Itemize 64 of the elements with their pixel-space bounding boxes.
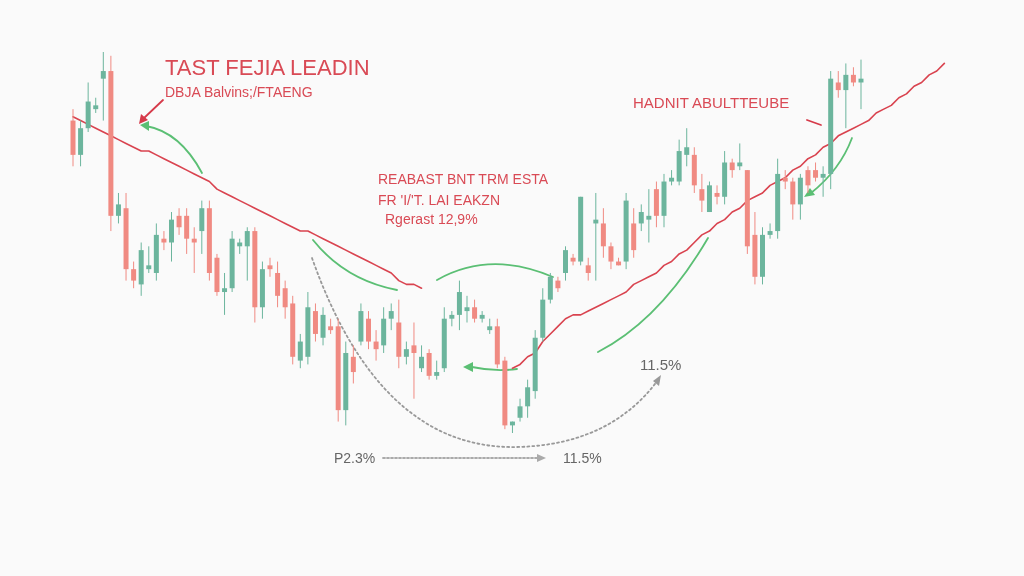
candlestick [131, 261, 137, 289]
candlestick [850, 66, 856, 87]
candlestick [100, 51, 106, 122]
candlestick [737, 142, 743, 171]
candlestick [373, 329, 379, 362]
candlestick [547, 272, 553, 304]
candlestick [244, 226, 250, 282]
candlestick [282, 280, 288, 320]
candlestick [411, 322, 417, 400]
candlestick [191, 226, 197, 274]
candlestick [517, 398, 523, 423]
candlestick [835, 70, 841, 99]
candlestick [426, 348, 432, 381]
chart-title: TAST FEJIA LEADIN [165, 55, 370, 80]
candlestick [115, 192, 121, 224]
candlestick [184, 207, 190, 255]
candlestick [555, 276, 561, 293]
text: 11.5% [563, 450, 602, 466]
candlestick [312, 302, 318, 343]
text: P2.3% [334, 450, 376, 466]
candlestick [199, 200, 205, 255]
candlestick [350, 344, 356, 384]
candlestick [729, 158, 735, 179]
candlestick [570, 253, 576, 266]
candlestick [608, 242, 614, 270]
annotation: HADNIT ABULTTEUBE [633, 94, 790, 111]
annotation: 11.5% [640, 356, 682, 373]
candlestick [843, 62, 849, 129]
candlestick [456, 280, 462, 331]
candlestick [790, 177, 796, 221]
candlestick [275, 261, 281, 308]
candlestick [600, 207, 606, 259]
candlestick [176, 207, 182, 236]
candlestick [366, 310, 371, 350]
candlestick [464, 295, 470, 324]
candlestick [403, 341, 409, 365]
candlestick [714, 184, 720, 205]
candlestick [563, 245, 568, 282]
text: DBJA Balvins;/FTAENG [165, 84, 313, 100]
candlestick [525, 379, 531, 419]
candlestick [585, 257, 591, 282]
candlestick [820, 165, 826, 198]
candlestick [161, 230, 167, 251]
candlestick [419, 344, 425, 373]
candlestick [646, 188, 652, 243]
candlestick [388, 302, 394, 331]
candlestick [297, 333, 303, 369]
annotation: FR 'I/'T. LAI EAKZN [378, 192, 501, 208]
candlestick [320, 306, 326, 346]
candlestick [684, 127, 690, 167]
candlestick [222, 272, 228, 316]
candlestick [472, 299, 478, 324]
candlestick [146, 245, 152, 274]
candlestick [699, 173, 705, 213]
annotation: Rgerast 12,9% [385, 211, 478, 227]
annotation: REABAST BNT TRM ESTA [378, 171, 549, 187]
candlestick [434, 360, 440, 381]
candlestick [805, 165, 811, 194]
candlestick [813, 161, 819, 183]
candlestick [169, 211, 174, 263]
candlestick [638, 203, 644, 232]
candlestick [767, 222, 773, 240]
candlestick [782, 169, 788, 190]
candlestick [267, 257, 273, 278]
